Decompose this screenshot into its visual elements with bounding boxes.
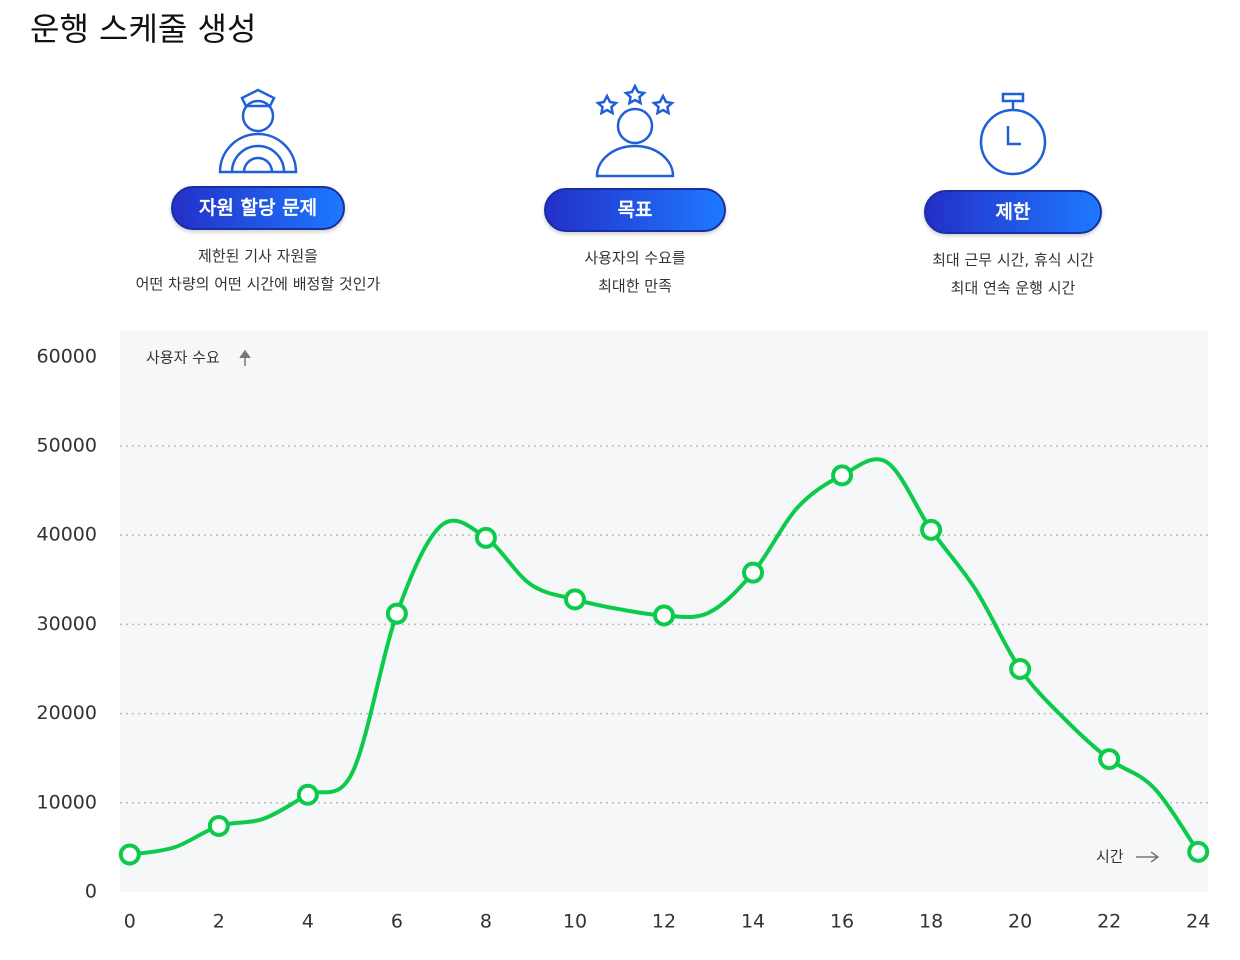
marker: [831, 464, 854, 487]
x-tick-label: 0: [124, 911, 136, 933]
x-axis-label: 시간: [1096, 848, 1124, 866]
x-tick-label: 4: [302, 911, 314, 933]
marker: [385, 602, 408, 625]
x-tick-label: 6: [391, 911, 403, 933]
marker: [742, 561, 765, 584]
y-tick-label: 20000: [37, 702, 97, 724]
page-title: 운행 스케줄 생성: [30, 10, 257, 48]
x-tick-label: 20: [1008, 911, 1032, 933]
card-label: 자원 할당 문제: [170, 186, 346, 230]
y-tick-label: 10000: [37, 791, 97, 813]
marker: [563, 588, 586, 611]
card-text: 최대 연속 운행 시간: [950, 279, 1076, 297]
user-icon: [595, 84, 675, 178]
marker: [474, 526, 497, 549]
x-tick-label: 2: [213, 911, 225, 933]
chart: 사용자 수요 시간 0 10000 20000 30000 40000 50000 6000…: [37, 330, 1210, 933]
marker: [920, 518, 943, 541]
marker: [296, 783, 319, 806]
marker: [118, 843, 141, 866]
y-tick-label: 30000: [37, 613, 97, 635]
x-tick-label: 22: [1097, 911, 1121, 933]
driver-icon: [218, 88, 298, 174]
card-text: 최대한 만족: [598, 277, 672, 295]
card-text: 사용자의 수요를: [584, 249, 686, 267]
card-label: 목표: [543, 188, 727, 232]
marker: [207, 814, 230, 837]
x-tick-label: 14: [741, 911, 765, 933]
y-tick-label: 0: [85, 881, 97, 903]
x-tick-label: 24: [1186, 911, 1210, 933]
y-axis-label: 사용자 수요: [146, 349, 220, 367]
card-text: 어떤 차량의 어떤 시간에 배정할 것인가: [135, 275, 381, 293]
marker: [1098, 748, 1121, 771]
card-label: 제한: [923, 190, 1103, 234]
x-tick-label: 10: [563, 911, 587, 933]
timer-icon: [979, 92, 1047, 176]
x-tick-label: 12: [652, 911, 676, 933]
x-tick-label: 16: [830, 911, 854, 933]
marker: [1009, 657, 1032, 680]
y-tick-label: 40000: [37, 524, 97, 546]
arrow: [1136, 851, 1160, 863]
x-tick-label: 8: [480, 911, 492, 933]
card-text: 최대 근무 시간, 휴식 시간: [932, 251, 1094, 269]
marker: [653, 604, 675, 627]
y-tick-label: 50000: [37, 434, 97, 456]
marker: [1187, 840, 1210, 863]
card-text: 제한된 기사 자원을: [198, 247, 318, 265]
x-tick-label: 18: [919, 911, 943, 933]
y-tick-label: 60000: [37, 345, 97, 367]
arrow: [239, 349, 251, 366]
